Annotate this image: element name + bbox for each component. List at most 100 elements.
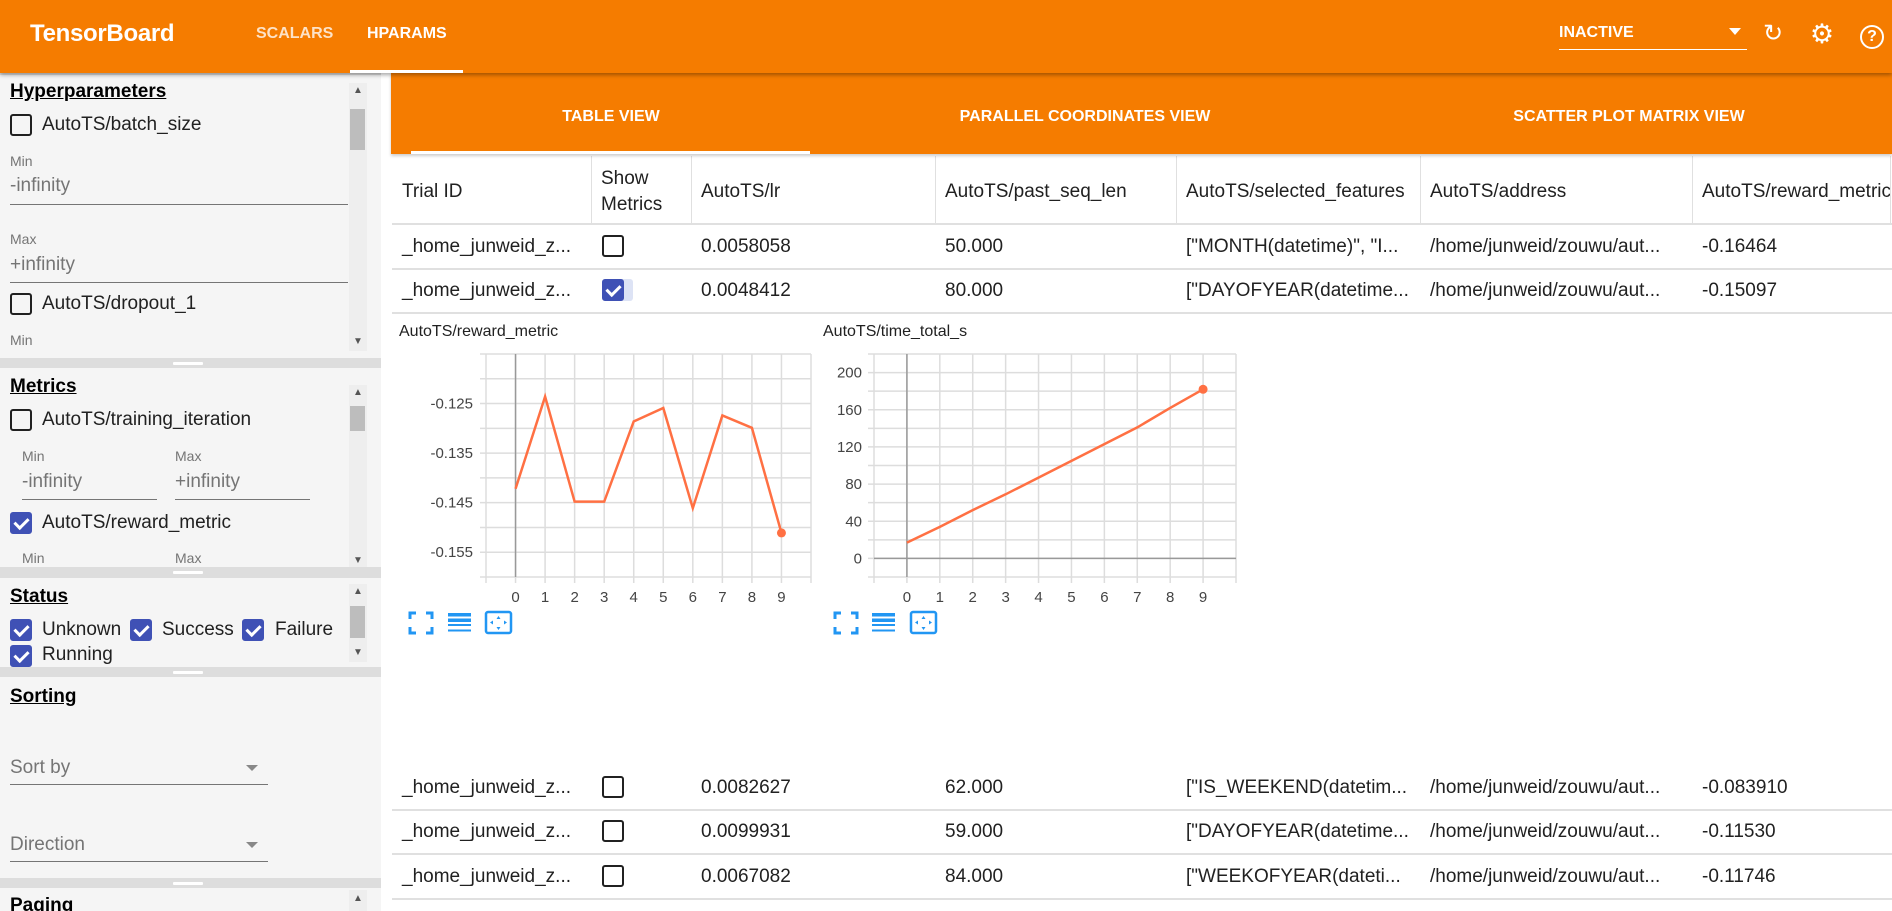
checkbox-failure[interactable]: [242, 619, 264, 641]
cell-trial: _home_junweid_z...: [402, 777, 571, 798]
tab-scalars[interactable]: SCALARS: [256, 25, 334, 42]
scrollbar-thumb[interactable]: [350, 406, 365, 431]
cell-address: /home/junweid/zouwu/aut...: [1430, 866, 1661, 887]
scroll-down-icon[interactable]: ▼: [353, 555, 363, 566]
column-header[interactable]: AutoTS/reward_metric: [1702, 164, 1891, 220]
hyperparameters-section: Hyperparameters AutoTS/batch_size Min -i…: [0, 75, 381, 358]
scroll-up-icon[interactable]: ▲: [353, 387, 363, 398]
y-tick-label: 120: [837, 439, 862, 456]
direction-select[interactable]: Direction: [10, 832, 268, 862]
y-tick-label: 0: [854, 550, 862, 567]
help-icon[interactable]: ?: [1857, 19, 1887, 49]
max-input[interactable]: +infinity: [175, 471, 240, 492]
cell-features: ["WEEKOFYEAR(dateti...: [1186, 866, 1401, 887]
section-title: Status: [10, 586, 69, 607]
cell-reward: -0.11746: [1702, 866, 1776, 887]
input-underline: [10, 204, 348, 205]
column-header[interactable]: AutoTS/address: [1430, 164, 1686, 220]
sidebar-resize-handle[interactable]: [383, 488, 386, 518]
fullscreen-icon[interactable]: [833, 611, 859, 635]
scroll-down-icon[interactable]: ▼: [353, 647, 363, 658]
legend-icon[interactable]: [448, 618, 471, 623]
max-input[interactable]: +infinity: [10, 254, 75, 275]
checkbox-running[interactable]: [10, 645, 32, 667]
column-divider: [591, 156, 592, 224]
refresh-icon[interactable]: ↻: [1762, 20, 1784, 47]
x-tick-label: 9: [1199, 589, 1207, 606]
show-metrics-checkbox[interactable]: [602, 235, 624, 257]
cell-address: /home/junweid/zouwu/aut...: [1430, 821, 1661, 842]
x-tick-label: 5: [1067, 589, 1075, 606]
checkbox-training-iteration[interactable]: [10, 409, 32, 431]
scrollbar[interactable]: ▲ ▼: [349, 584, 367, 662]
show-metrics-checkbox[interactable]: [602, 865, 624, 887]
input-underline: [10, 282, 348, 283]
scrollbar-thumb[interactable]: [350, 109, 365, 150]
chevron-down-icon: [1729, 28, 1741, 35]
scroll-down-icon[interactable]: ▼: [353, 336, 363, 347]
last-point-marker: [1198, 384, 1208, 394]
fit-domain-icon[interactable]: [484, 610, 513, 635]
scroll-up-icon[interactable]: ▲: [353, 893, 363, 904]
cell-past: 62.000: [945, 777, 1004, 798]
column-header[interactable]: AutoTS/selected_features: [1186, 164, 1414, 220]
column-header[interactable]: Trial ID: [402, 164, 585, 220]
settings-icon[interactable]: ⚙: [1809, 19, 1835, 49]
show-metrics-checkbox[interactable]: [602, 776, 624, 798]
legend-icon[interactable]: [872, 613, 895, 617]
checkbox-label: AutoTS/reward_metric: [42, 512, 232, 533]
run-select[interactable]: INACTIVE: [1559, 22, 1747, 50]
tab-table-view[interactable]: TABLE VIEW: [562, 108, 660, 125]
resize-handle[interactable]: [173, 362, 203, 365]
section-title: Paging: [10, 895, 74, 911]
cell-features: ["MONTH(datetime)", "I...: [1186, 236, 1399, 257]
tab-scatter-plot-matrix-view[interactable]: SCATTER PLOT MATRIX VIEW: [1513, 108, 1745, 125]
sort-by-placeholder: Sort by: [10, 757, 71, 778]
min-label: Min: [22, 550, 45, 566]
resize-handle[interactable]: [173, 671, 203, 674]
min-input[interactable]: -infinity: [22, 471, 83, 492]
legend-icon[interactable]: [448, 629, 471, 632]
cell-past: 50.000: [945, 236, 1004, 257]
section-title: Sorting: [10, 686, 77, 707]
legend-icon[interactable]: [448, 613, 471, 617]
show-metrics-checkbox[interactable]: [602, 279, 624, 301]
legend-icon[interactable]: [872, 618, 895, 623]
scrollbar-thumb[interactable]: [350, 606, 365, 638]
column-header[interactable]: Show Metrics: [601, 164, 685, 220]
min-input[interactable]: -infinity: [10, 175, 71, 196]
tab-parallel-coordinates-view[interactable]: PARALLEL COORDINATES VIEW: [959, 108, 1211, 125]
x-tick-label: 8: [748, 589, 756, 606]
checkbox-batch-size[interactable]: [10, 114, 32, 136]
cell-past: 84.000: [945, 866, 1004, 887]
show-metrics-checkbox[interactable]: [602, 820, 624, 842]
fit-domain-icon[interactable]: [909, 610, 938, 635]
scrollbar[interactable]: ▲ ▼: [349, 83, 367, 351]
fullscreen-icon[interactable]: [408, 611, 434, 635]
resize-handle[interactable]: [173, 882, 203, 885]
row-divider: [392, 312, 1892, 314]
legend-icon[interactable]: [872, 629, 895, 632]
scroll-up-icon[interactable]: ▲: [353, 85, 363, 96]
scroll-up-icon[interactable]: ▲: [353, 586, 363, 597]
checkbox-unknown[interactable]: [10, 619, 32, 641]
direction-placeholder: Direction: [10, 834, 85, 855]
sort-by-select[interactable]: Sort by: [10, 755, 268, 785]
legend-icon[interactable]: [448, 624, 471, 626]
checkbox-success[interactable]: [130, 619, 152, 641]
y-tick-label: 200: [837, 365, 862, 382]
min-label: Min: [10, 332, 33, 348]
last-point-marker: [776, 528, 786, 538]
column-header[interactable]: AutoTS/past_seq_len: [945, 164, 1170, 220]
scrollbar[interactable]: ▲: [349, 890, 367, 911]
legend-icon[interactable]: [872, 624, 895, 626]
tab-hparams[interactable]: HPARAMS: [367, 25, 447, 42]
checkbox-reward-metric[interactable]: [10, 512, 32, 534]
checkbox-label: AutoTS/dropout_1: [42, 293, 197, 314]
scrollbar[interactable]: ▲ ▼: [349, 385, 367, 567]
column-header[interactable]: AutoTS/lr: [701, 164, 929, 220]
checkbox-dropout-1[interactable]: [10, 293, 32, 315]
column-header-label: Trial ID: [402, 181, 463, 202]
resize-handle[interactable]: [173, 571, 203, 574]
view-tabs: TABLE VIEW PARALLEL COORDINATES VIEW SCA…: [391, 73, 1892, 154]
